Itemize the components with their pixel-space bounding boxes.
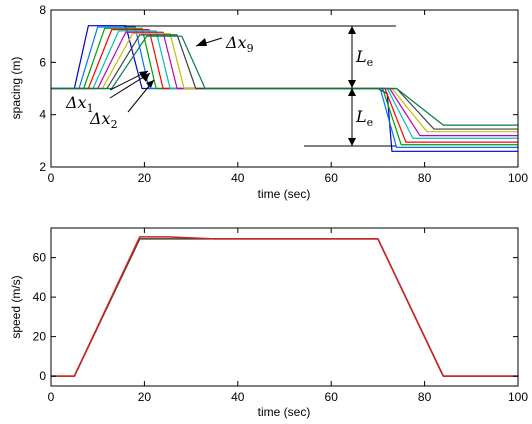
- dx3-arrowhead: [146, 80, 154, 88]
- speed-x-axis-label: time (sec): [258, 405, 311, 419]
- spacing-x-axis-label: time (sec): [258, 187, 311, 201]
- spacing-annotation-lines: [109, 25, 396, 147]
- annotation-le-upper: Le: [355, 47, 373, 69]
- x-tick-label: 40: [231, 171, 245, 185]
- speed-series-group: [51, 236, 518, 377]
- spacing-arrowheads: [139, 26, 356, 146]
- annotation-le-lower: Le: [355, 107, 373, 129]
- le-upper-arrowhead-top: [348, 26, 356, 34]
- annotation-dx2: Δx2: [89, 109, 118, 131]
- spacing-series-line-5: [51, 30, 518, 139]
- spacing-y-axis-label: spacing (m): [9, 57, 23, 120]
- x-tick-label: 80: [418, 171, 432, 185]
- speed-ticks: 0 20 40 60 80 100 0 20 40 60: [33, 228, 528, 404]
- speed-series-line-1: [51, 238, 518, 377]
- dx9-arrowhead: [196, 38, 207, 46]
- le-lower-arrowhead-top: [348, 88, 356, 96]
- y-tick-label: 2: [39, 160, 46, 174]
- x-tick-label: 0: [48, 171, 55, 185]
- dx1-arrowhead: [139, 71, 148, 79]
- y-tick-label: 40: [33, 290, 47, 304]
- x-tick-label: 100: [508, 171, 528, 185]
- y-tick-label: 0: [39, 369, 46, 383]
- spacing-series-line-4: [51, 29, 518, 143]
- le-lower-arrowhead-bottom: [348, 138, 356, 146]
- annotation-dx9: Δx9: [225, 33, 254, 55]
- spacing-series-group: [51, 25, 518, 152]
- x-tick-label: 80: [418, 390, 432, 404]
- spacing-series-line-1: [51, 25, 518, 152]
- spacing-chart: 0 20 40 60 80 100 2 4 6 8 Δx9 Δx1 Δx2 Le: [9, 3, 528, 201]
- x-tick-label: 20: [138, 390, 152, 404]
- x-tick-label: 60: [325, 390, 339, 404]
- spacing-annotations: Δx9 Δx1 Δx2 Le Le: [65, 33, 373, 131]
- y-tick-label: 6: [39, 55, 46, 69]
- x-tick-label: 0: [48, 390, 55, 404]
- spacing-series-line-7: [51, 32, 518, 133]
- x-tick-label: 100: [508, 390, 528, 404]
- y-tick-label: 4: [39, 108, 46, 122]
- spacing-series-line-6: [51, 31, 518, 137]
- le-upper-arrowhead-bottom: [348, 80, 356, 88]
- spacing-series-line-2: [51, 26, 518, 148]
- annotation-dx1: Δx1: [65, 93, 94, 115]
- x-tick-label: 40: [231, 390, 245, 404]
- y-tick-label: 8: [39, 3, 46, 17]
- dx2-arrowhead: [141, 73, 150, 82]
- speed-chart: 0 20 40 60 80 100 0 20 40 60 time (sec) speed (m/…: [9, 227, 528, 419]
- spacing-series-line-3: [51, 27, 518, 146]
- speed-axes-frame: [50, 227, 519, 387]
- x-tick-label: 60: [325, 171, 339, 185]
- spacing-axes-frame: [50, 9, 519, 168]
- speed-series-line-2: [51, 236, 518, 377]
- spacing-ticks: 0 20 40 60 80 100 2 4 6 8: [39, 3, 528, 185]
- y-tick-label: 20: [33, 330, 47, 344]
- x-tick-label: 20: [138, 171, 152, 185]
- y-tick-label: 60: [33, 251, 47, 265]
- speed-y-axis-label: speed (m/s): [9, 275, 23, 338]
- spacing-series-line-9: [51, 35, 518, 126]
- spacing-series-line-8: [51, 34, 518, 130]
